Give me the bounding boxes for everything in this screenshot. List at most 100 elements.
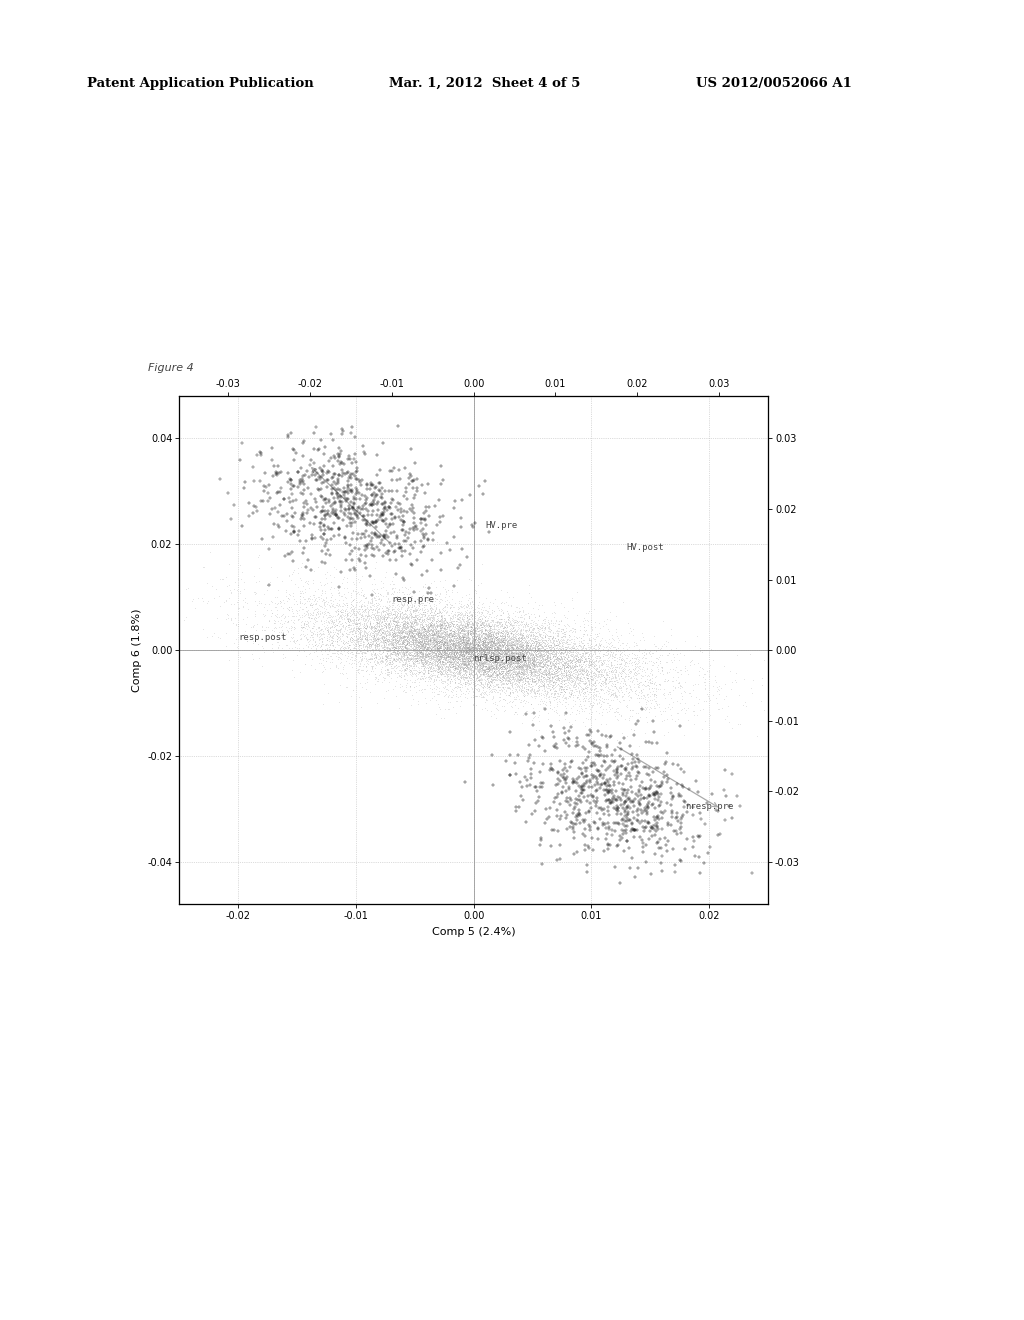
- Point: [547, 668, 563, 689]
- Point: [449, 642, 465, 663]
- Point: [479, 619, 496, 640]
- Point: [396, 622, 413, 643]
- Point: [440, 632, 457, 653]
- Point: [414, 649, 430, 671]
- Point: [323, 610, 339, 631]
- Point: [403, 612, 420, 634]
- Point: [514, 656, 530, 677]
- Point: [605, 797, 622, 818]
- Point: [511, 667, 527, 688]
- Point: [415, 519, 431, 540]
- Point: [486, 676, 503, 697]
- Point: [301, 631, 317, 652]
- Point: [431, 627, 447, 648]
- Point: [431, 593, 447, 614]
- Point: [535, 656, 551, 677]
- Point: [441, 623, 458, 644]
- Point: [425, 631, 441, 652]
- Point: [450, 569, 466, 590]
- Point: [473, 656, 489, 677]
- Point: [507, 663, 523, 684]
- Point: [469, 680, 485, 701]
- Point: [486, 660, 503, 681]
- Point: [672, 677, 688, 698]
- Point: [562, 642, 579, 663]
- Point: [622, 706, 638, 727]
- Point: [345, 618, 361, 639]
- Point: [420, 638, 436, 659]
- Point: [542, 671, 558, 692]
- Point: [474, 665, 490, 686]
- Point: [370, 593, 386, 614]
- Point: [385, 628, 401, 649]
- Point: [364, 628, 380, 649]
- Point: [607, 685, 624, 706]
- Point: [312, 595, 329, 616]
- Point: [479, 632, 496, 653]
- Point: [497, 671, 513, 692]
- Point: [510, 657, 526, 678]
- Point: [352, 623, 369, 644]
- Point: [455, 627, 471, 648]
- Point: [543, 660, 559, 681]
- Point: [567, 661, 584, 682]
- Point: [480, 653, 497, 675]
- Point: [450, 635, 466, 656]
- Point: [237, 578, 253, 599]
- Point: [436, 660, 453, 681]
- Point: [520, 634, 537, 655]
- Point: [464, 664, 480, 685]
- Point: [451, 647, 467, 668]
- Point: [504, 647, 520, 668]
- Point: [433, 609, 450, 630]
- Point: [587, 623, 603, 644]
- Point: [391, 598, 408, 619]
- Point: [466, 643, 482, 664]
- Point: [537, 635, 553, 656]
- Point: [484, 657, 501, 678]
- Point: [572, 676, 589, 697]
- Point: [616, 791, 633, 812]
- Point: [345, 498, 361, 519]
- Point: [417, 626, 433, 647]
- Point: [355, 665, 372, 686]
- Point: [444, 624, 461, 645]
- Point: [467, 512, 483, 533]
- Point: [502, 647, 518, 668]
- Point: [577, 688, 593, 709]
- Point: [418, 639, 434, 660]
- Point: [436, 612, 453, 634]
- Point: [524, 652, 541, 673]
- Point: [459, 640, 475, 661]
- Point: [424, 598, 440, 619]
- Point: [571, 663, 588, 684]
- Point: [330, 579, 346, 601]
- Point: [479, 677, 496, 698]
- Point: [458, 655, 474, 676]
- Point: [450, 626, 466, 647]
- Point: [371, 648, 387, 669]
- Point: [394, 627, 411, 648]
- Point: [369, 612, 385, 634]
- Point: [350, 508, 367, 529]
- Point: [429, 628, 445, 649]
- Point: [304, 605, 321, 626]
- Point: [553, 651, 569, 672]
- Point: [368, 607, 384, 628]
- Point: [521, 659, 538, 680]
- Point: [262, 557, 279, 578]
- Point: [370, 524, 386, 545]
- Point: [425, 620, 441, 642]
- Point: [500, 649, 516, 671]
- Point: [622, 700, 638, 721]
- Point: [311, 626, 328, 647]
- Point: [537, 812, 553, 833]
- Point: [477, 647, 494, 668]
- Point: [561, 626, 578, 647]
- Point: [316, 639, 333, 660]
- Point: [645, 651, 662, 672]
- Point: [487, 669, 504, 690]
- Point: [466, 632, 482, 653]
- Point: [295, 583, 311, 605]
- Point: [365, 603, 381, 624]
